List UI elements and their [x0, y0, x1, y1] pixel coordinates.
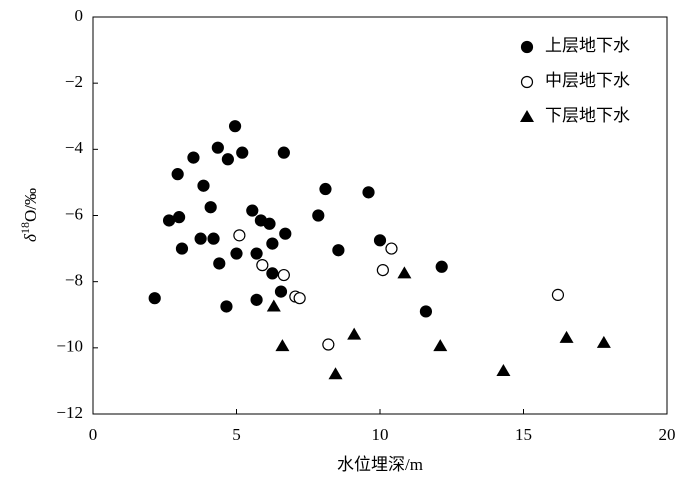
circle-marker: [319, 182, 332, 196]
x-tick-label: 20: [659, 425, 676, 444]
x-tick-label: 0: [89, 425, 98, 444]
y-tick-label: −10: [56, 337, 83, 356]
circle-marker: [263, 217, 276, 230]
open-circle-marker: [385, 242, 398, 255]
legend-marker: [520, 110, 534, 122]
circle-marker: [332, 244, 345, 257]
x-axis-label: 水位埋深/m: [337, 455, 423, 474]
circle-marker: [277, 146, 290, 159]
triangle-marker: [596, 335, 611, 348]
x-tick-label: 5: [232, 425, 241, 444]
y-tick-label: −12: [56, 403, 83, 422]
y-tick-label: −2: [65, 72, 83, 91]
circle-marker: [246, 204, 259, 217]
y-label-sup: 18: [18, 222, 32, 234]
circle-marker: [228, 120, 242, 133]
y-tick-label: −6: [65, 204, 83, 223]
triangle-marker: [433, 339, 448, 352]
circle-marker: [197, 179, 210, 192]
open-circle-marker: [256, 259, 269, 272]
circle-marker: [221, 153, 234, 166]
y-label-prefix: δ: [21, 233, 40, 242]
y-axis-label: δ18O/‰: [18, 188, 40, 242]
legend-marker: [520, 40, 534, 54]
circle-marker: [211, 141, 224, 154]
open-circle-marker: [376, 263, 389, 277]
circle-marker: [207, 232, 220, 245]
circle-marker: [213, 257, 226, 270]
open-circle-marker: [551, 288, 565, 301]
circle-marker: [250, 293, 263, 306]
x-tick-label: 10: [372, 425, 389, 444]
y-tick-label: 0: [75, 6, 84, 25]
circle-marker: [435, 260, 448, 273]
circle-marker: [204, 201, 217, 214]
open-circle-marker: [277, 268, 290, 282]
triangle-marker: [266, 299, 281, 312]
open-circle-marker: [293, 292, 306, 305]
open-circle-marker: [233, 229, 246, 242]
y-label-suffix: O/‰: [21, 188, 40, 222]
circle-marker: [236, 146, 249, 159]
triangle-marker: [328, 367, 343, 380]
circle-marker: [312, 209, 325, 222]
x-tick-label: 15: [515, 425, 532, 444]
triangle-marker: [496, 363, 511, 376]
circle-marker: [187, 151, 200, 164]
legend-label: 下层地下水: [545, 106, 630, 125]
legend-label: 上层地下水: [545, 36, 630, 55]
legend-label: 中层地下水: [545, 71, 630, 90]
circle-marker: [220, 300, 233, 313]
circle-marker: [175, 242, 189, 255]
triangle-marker: [559, 330, 574, 343]
triangle-marker: [275, 339, 290, 352]
circle-marker: [194, 232, 207, 245]
circle-marker: [162, 214, 176, 227]
circle-marker: [230, 247, 243, 260]
circle-marker: [171, 168, 184, 181]
circle-marker: [266, 267, 279, 280]
circle-marker: [173, 211, 186, 224]
open-circle-marker: [322, 338, 335, 351]
triangle-marker: [397, 266, 412, 279]
circle-marker: [362, 186, 375, 199]
circle-marker: [250, 247, 263, 260]
circle-marker: [279, 227, 292, 240]
y-tick-label: −4: [65, 138, 84, 157]
circle-marker: [148, 292, 161, 305]
circle-marker: [419, 305, 433, 318]
legend-marker: [520, 75, 534, 89]
y-tick-label: −8: [65, 271, 83, 290]
triangle-marker: [347, 327, 362, 340]
circle-marker: [373, 234, 387, 247]
circle-marker: [266, 237, 279, 250]
circle-marker: [274, 285, 288, 298]
